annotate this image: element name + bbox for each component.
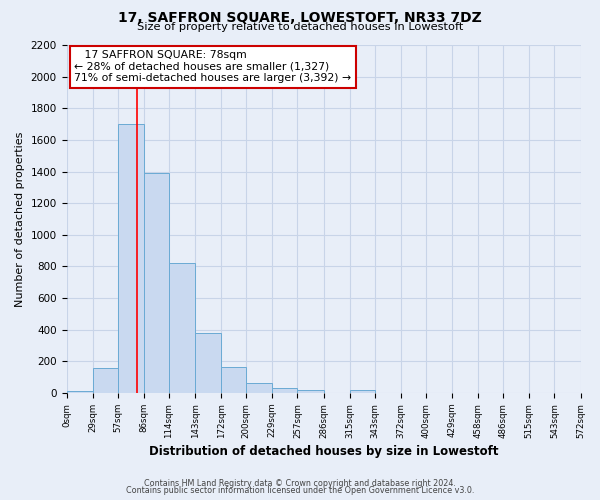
Bar (350, 390, 375, 393)
Text: Size of property relative to detached houses in Lowestoft: Size of property relative to detached ho… (137, 22, 463, 32)
Text: 17, SAFFRON SQUARE, LOWESTOFT, NR33 7DZ: 17, SAFFRON SQUARE, LOWESTOFT, NR33 7DZ (118, 11, 482, 25)
Bar (118, 124, 144, 393)
Bar (67, 392, 92, 393)
Bar (246, 382, 272, 393)
Bar (195, 333, 221, 393)
Bar (169, 264, 195, 393)
Text: Contains HM Land Registry data © Crown copyright and database right 2024.: Contains HM Land Registry data © Crown c… (144, 478, 456, 488)
Bar (144, 173, 169, 393)
X-axis label: Distribution of detached houses by size in Lowestoft: Distribution of detached houses by size … (149, 444, 498, 458)
Bar (298, 390, 323, 393)
Y-axis label: Number of detached properties: Number of detached properties (15, 132, 25, 306)
Bar (92, 368, 118, 393)
Text: Contains public sector information licensed under the Open Government Licence v3: Contains public sector information licen… (126, 486, 474, 495)
Bar (221, 367, 246, 393)
Text: 17 SAFFRON SQUARE: 78sqm
← 28% of detached houses are smaller (1,327)
71% of sem: 17 SAFFRON SQUARE: 78sqm ← 28% of detach… (74, 50, 352, 84)
Bar (272, 388, 298, 393)
